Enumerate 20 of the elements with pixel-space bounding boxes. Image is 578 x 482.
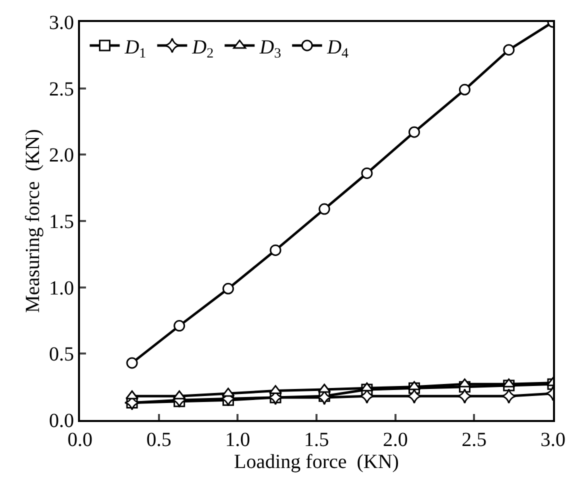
x-tick-label: 1.5 [304, 429, 329, 451]
legend-label: D$_{1}$ [124, 36, 146, 62]
x-tick-label: 2.0 [382, 429, 408, 451]
y-tick-label: 0.0 [49, 410, 74, 432]
x-tick-label: 0.5 [146, 429, 172, 451]
y-tick-label: 0.5 [49, 344, 74, 366]
y-tick-label: 1.5 [49, 211, 74, 233]
y-tick-label: 2.5 [49, 78, 74, 100]
x-tick-label: 1.0 [225, 429, 250, 451]
x-tick-label: 0.0 [68, 429, 92, 451]
x-tick-label: 2.5 [462, 429, 487, 451]
y-tick-label: 1.0 [49, 277, 74, 300]
legend-label: D$_{2}$ [191, 36, 214, 62]
x-axis-title: Loading force (KN) [234, 451, 399, 473]
legend-label: D$_{3}$ [258, 36, 282, 62]
y-tick-label: 3.0 [49, 12, 74, 34]
legend-label: D$_{4}$ [326, 36, 349, 62]
y-axis-title: Measuring force (KN) [22, 129, 44, 313]
y-tick-label: 2.0 [49, 144, 74, 167]
x-tick-label: 3.0 [540, 429, 566, 451]
